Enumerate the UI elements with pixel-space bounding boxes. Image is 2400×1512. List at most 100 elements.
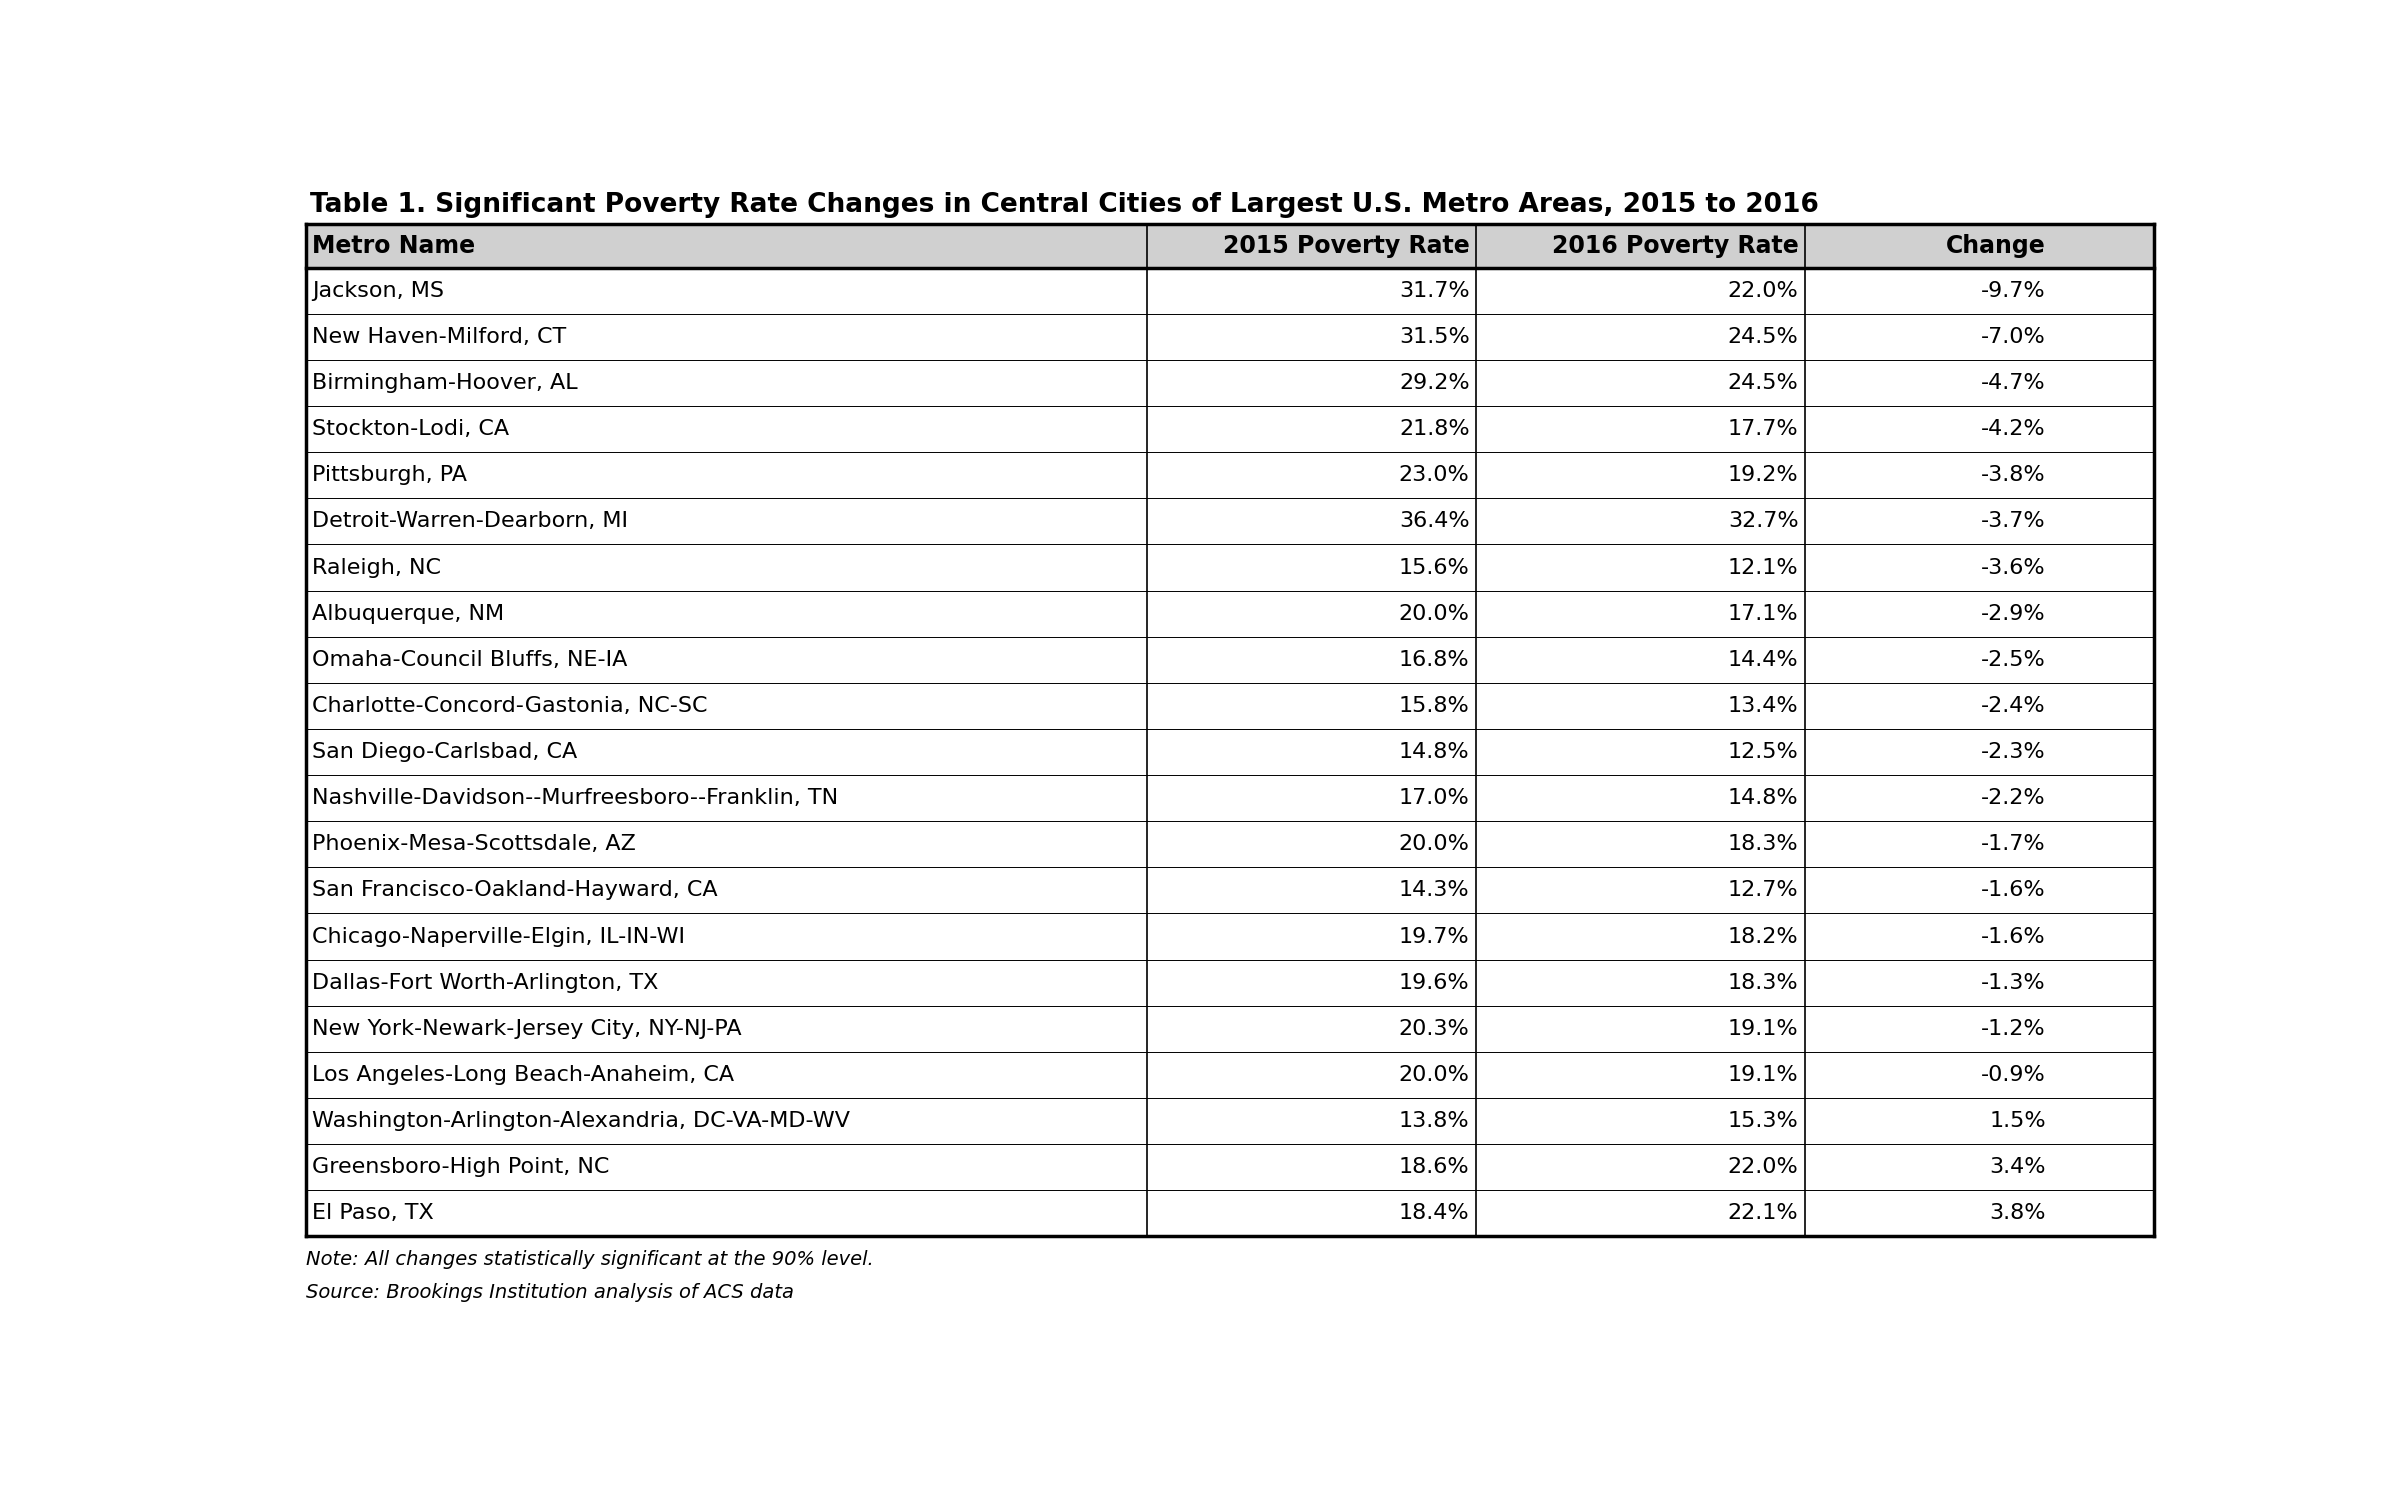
Bar	[307, 1052, 2153, 1098]
Bar	[307, 224, 2153, 268]
Text: 21.8%: 21.8%	[1399, 419, 1469, 438]
Text: Charlotte-Concord-Gastonia, NC-SC: Charlotte-Concord-Gastonia, NC-SC	[312, 696, 708, 715]
Text: 18.3%: 18.3%	[1728, 835, 1798, 854]
Text: Table 1. Significant Poverty Rate Changes in Central Cities of Largest U.S. Metr: Table 1. Significant Poverty Rate Change…	[310, 192, 1819, 218]
Text: 19.7%: 19.7%	[1399, 927, 1469, 947]
Text: 3.8%: 3.8%	[1990, 1204, 2045, 1223]
Bar	[307, 729, 2153, 776]
Bar	[307, 868, 2153, 913]
Text: -3.7%: -3.7%	[1982, 511, 2045, 531]
Bar	[307, 268, 2153, 314]
Text: Birmingham-Hoover, AL: Birmingham-Hoover, AL	[312, 373, 578, 393]
Bar	[307, 821, 2153, 868]
Text: -2.9%: -2.9%	[1982, 603, 2045, 623]
Bar	[307, 913, 2153, 960]
Text: -4.7%: -4.7%	[1982, 373, 2045, 393]
Text: 14.3%: 14.3%	[1399, 880, 1469, 900]
Text: 12.5%: 12.5%	[1728, 742, 1798, 762]
Text: 20.0%: 20.0%	[1399, 603, 1469, 623]
Text: 12.1%: 12.1%	[1728, 558, 1798, 578]
Text: Albuquerque, NM: Albuquerque, NM	[312, 603, 504, 623]
Text: 19.6%: 19.6%	[1399, 972, 1469, 993]
Text: 31.5%: 31.5%	[1399, 327, 1469, 346]
Text: 22.0%: 22.0%	[1728, 1157, 1798, 1178]
Text: 14.8%: 14.8%	[1728, 788, 1798, 807]
Text: Greensboro-High Point, NC: Greensboro-High Point, NC	[312, 1157, 610, 1178]
Text: Chicago-Naperville-Elgin, IL-IN-WI: Chicago-Naperville-Elgin, IL-IN-WI	[312, 927, 686, 947]
Bar	[307, 683, 2153, 729]
Text: New York-Newark-Jersey City, NY-NJ-PA: New York-Newark-Jersey City, NY-NJ-PA	[312, 1019, 742, 1039]
Text: -2.4%: -2.4%	[1982, 696, 2045, 715]
Text: San Francisco-Oakland-Hayward, CA: San Francisco-Oakland-Hayward, CA	[312, 880, 718, 900]
Text: 31.7%: 31.7%	[1399, 281, 1469, 301]
Text: 18.2%: 18.2%	[1728, 927, 1798, 947]
Text: -3.8%: -3.8%	[1982, 466, 2045, 485]
Text: -3.6%: -3.6%	[1982, 558, 2045, 578]
Text: -9.7%: -9.7%	[1982, 281, 2045, 301]
Text: 22.1%: 22.1%	[1728, 1204, 1798, 1223]
Text: -4.2%: -4.2%	[1982, 419, 2045, 438]
Text: 18.3%: 18.3%	[1728, 972, 1798, 993]
Text: Jackson, MS: Jackson, MS	[312, 281, 444, 301]
Bar	[307, 407, 2153, 452]
Text: Stockton-Lodi, CA: Stockton-Lodi, CA	[312, 419, 509, 438]
Text: Nashville-Davidson--Murfreesboro--Franklin, TN: Nashville-Davidson--Murfreesboro--Frankl…	[312, 788, 838, 807]
Bar	[307, 314, 2153, 360]
Text: 1.5%: 1.5%	[1990, 1111, 2045, 1131]
Bar	[307, 1098, 2153, 1145]
Text: 17.0%: 17.0%	[1399, 788, 1469, 807]
Bar	[307, 591, 2153, 637]
Text: 36.4%: 36.4%	[1399, 511, 1469, 531]
Bar	[307, 776, 2153, 821]
Text: 18.6%: 18.6%	[1399, 1157, 1469, 1178]
Bar	[307, 544, 2153, 591]
Text: Phoenix-Mesa-Scottsdale, AZ: Phoenix-Mesa-Scottsdale, AZ	[312, 835, 636, 854]
Text: 29.2%: 29.2%	[1399, 373, 1469, 393]
Text: 20.0%: 20.0%	[1399, 835, 1469, 854]
Text: Dallas-Fort Worth-Arlington, TX: Dallas-Fort Worth-Arlington, TX	[312, 972, 658, 993]
Text: 15.8%: 15.8%	[1399, 696, 1469, 715]
Text: -1.6%: -1.6%	[1982, 927, 2045, 947]
Text: -7.0%: -7.0%	[1982, 327, 2045, 346]
Bar	[307, 499, 2153, 544]
Text: Omaha-Council Bluffs, NE-IA: Omaha-Council Bluffs, NE-IA	[312, 650, 629, 670]
Text: 15.6%: 15.6%	[1399, 558, 1469, 578]
Text: 20.0%: 20.0%	[1399, 1064, 1469, 1086]
Text: Source: Brookings Institution analysis of ACS data: Source: Brookings Institution analysis o…	[307, 1282, 794, 1302]
Text: 19.2%: 19.2%	[1728, 466, 1798, 485]
Text: 18.4%: 18.4%	[1399, 1204, 1469, 1223]
Text: 2016 Poverty Rate: 2016 Poverty Rate	[1553, 234, 1798, 257]
Text: 23.0%: 23.0%	[1399, 466, 1469, 485]
Bar	[307, 1145, 2153, 1190]
Text: 14.4%: 14.4%	[1728, 650, 1798, 670]
Text: Raleigh, NC: Raleigh, NC	[312, 558, 442, 578]
Text: 16.8%: 16.8%	[1399, 650, 1469, 670]
Text: -2.2%: -2.2%	[1982, 788, 2045, 807]
Text: -1.6%: -1.6%	[1982, 880, 2045, 900]
Text: 32.7%: 32.7%	[1728, 511, 1798, 531]
Text: Washington-Arlington-Alexandria, DC-VA-MD-WV: Washington-Arlington-Alexandria, DC-VA-M…	[312, 1111, 850, 1131]
Text: -1.2%: -1.2%	[1982, 1019, 2045, 1039]
Text: New Haven-Milford, CT: New Haven-Milford, CT	[312, 327, 566, 346]
Bar	[307, 1005, 2153, 1052]
Bar	[307, 637, 2153, 683]
Text: 19.1%: 19.1%	[1728, 1019, 1798, 1039]
Text: 12.7%: 12.7%	[1728, 880, 1798, 900]
Bar	[307, 960, 2153, 1005]
Text: 17.7%: 17.7%	[1728, 419, 1798, 438]
Text: 24.5%: 24.5%	[1728, 373, 1798, 393]
Text: -0.9%: -0.9%	[1982, 1064, 2045, 1086]
Text: El Paso, TX: El Paso, TX	[312, 1204, 434, 1223]
Text: Note: All changes statistically significant at the 90% level.: Note: All changes statistically signific…	[307, 1250, 874, 1269]
Text: -2.3%: -2.3%	[1982, 742, 2045, 762]
Text: 20.3%: 20.3%	[1399, 1019, 1469, 1039]
Text: 3.4%: 3.4%	[1990, 1157, 2045, 1178]
Text: 17.1%: 17.1%	[1728, 603, 1798, 623]
Bar	[307, 360, 2153, 407]
Bar	[307, 186, 2153, 224]
Text: Metro Name: Metro Name	[312, 234, 475, 257]
Text: San Diego-Carlsbad, CA: San Diego-Carlsbad, CA	[312, 742, 578, 762]
Text: 13.4%: 13.4%	[1728, 696, 1798, 715]
Text: 14.8%: 14.8%	[1399, 742, 1469, 762]
Text: Pittsburgh, PA: Pittsburgh, PA	[312, 466, 468, 485]
